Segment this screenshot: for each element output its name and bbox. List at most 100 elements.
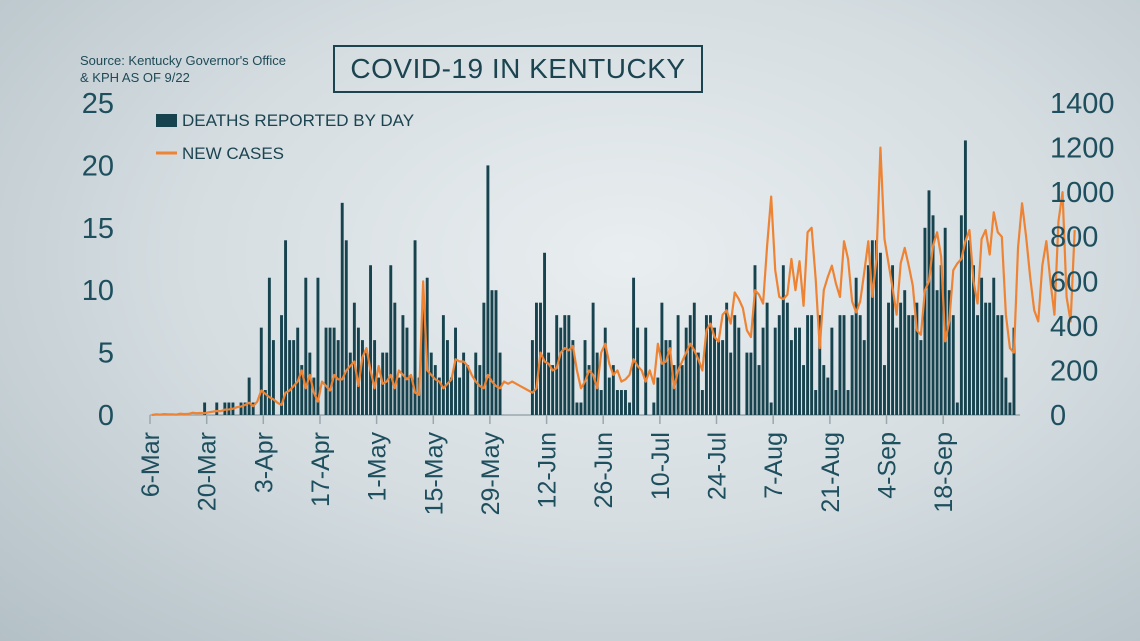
deaths-bar [1004, 377, 1008, 415]
deaths-bar [624, 390, 627, 415]
deaths-bar [895, 327, 899, 415]
x-tick-label: 4-Sep [874, 432, 902, 499]
deaths-bar [478, 365, 482, 415]
deaths-bar [866, 265, 870, 415]
deaths-bar [636, 327, 640, 415]
deaths-bar [300, 365, 304, 415]
deaths-bar [421, 302, 425, 415]
deaths-bar [931, 215, 935, 415]
deaths-bar [361, 340, 364, 415]
source-note: Source: Kentucky Governor's Office & KPH… [80, 52, 330, 86]
deaths-bar [563, 315, 567, 415]
deaths-bar [332, 327, 336, 415]
deaths-bar [441, 315, 445, 415]
right-tick-label: 800 [1050, 222, 1098, 254]
x-tick-label: 10-Jul [647, 432, 675, 500]
deaths-bar [874, 240, 878, 415]
x-tick-label: 20-Mar [194, 432, 222, 511]
deaths-bars [203, 140, 1016, 415]
deaths-bar [688, 315, 692, 415]
left-tick-label: 25 [82, 88, 114, 120]
x-tick-label: 21-Aug [817, 432, 845, 513]
right-tick-label: 200 [1050, 355, 1098, 387]
right-tick-label: 400 [1050, 311, 1098, 343]
deaths-bar [203, 402, 207, 415]
deaths-bar [858, 315, 862, 415]
deaths-bar [615, 390, 619, 415]
deaths-bar [870, 240, 874, 415]
x-tick-label: 24-Jul [704, 432, 732, 500]
deaths-bar [717, 340, 721, 415]
left-tick-label: 15 [82, 213, 114, 245]
deaths-bar [259, 327, 263, 415]
legend-label-deaths: DEATHS REPORTED BY DAY [182, 111, 414, 130]
deaths-bar [963, 140, 967, 415]
deaths-bar [680, 365, 684, 415]
deaths-bar [838, 315, 842, 415]
deaths-bar [490, 290, 494, 415]
deaths-bar [607, 377, 611, 415]
deaths-bar [664, 340, 668, 415]
deaths-bar [955, 402, 959, 415]
deaths-bar [903, 290, 907, 415]
deaths-bar [583, 340, 587, 415]
deaths-bar [911, 315, 915, 415]
deaths-bar [802, 365, 805, 415]
deaths-bar [591, 302, 595, 415]
deaths-bar [628, 402, 631, 415]
deaths-bar [587, 365, 591, 415]
deaths-bar [883, 365, 886, 415]
deaths-bar [789, 340, 793, 415]
deaths-bar [959, 215, 963, 415]
deaths-bar [725, 302, 729, 415]
deaths-bar [644, 327, 648, 415]
deaths-bar [389, 265, 393, 415]
deaths-bar [474, 352, 478, 415]
left-tick-label: 10 [82, 275, 114, 307]
right-tick-label: 1400 [1050, 88, 1115, 120]
source-line-2: & KPH AS OF 9/22 [80, 70, 190, 85]
deaths-bar [466, 365, 470, 415]
legend-label-cases: NEW CASES [182, 144, 284, 163]
deaths-bar [951, 315, 955, 415]
deaths-bar [830, 327, 834, 415]
deaths-bar [939, 265, 943, 415]
cases-line [151, 146, 1076, 417]
deaths-bar [288, 340, 292, 415]
deaths-bar [806, 315, 810, 415]
deaths-bar [749, 352, 753, 415]
deaths-bar [656, 377, 660, 415]
deaths-bar [765, 302, 769, 415]
deaths-bar [846, 390, 850, 415]
deaths-bar [972, 265, 975, 415]
legend: DEATHS REPORTED BY DAY NEW CASES [156, 111, 414, 163]
deaths-bar [988, 302, 992, 415]
deaths-bar [567, 315, 571, 415]
legend-swatch-deaths [156, 114, 177, 127]
deaths-bar [769, 402, 773, 415]
deaths-bar [603, 327, 607, 415]
deaths-bar [433, 365, 437, 415]
deaths-bar [385, 352, 389, 415]
left-tick-label: 20 [82, 150, 114, 182]
deaths-bar [733, 315, 737, 415]
deaths-bar [935, 290, 939, 415]
deaths-bar [968, 240, 971, 415]
deaths-bar [352, 302, 356, 415]
deaths-bar [312, 377, 316, 415]
x-tick-label: 26-Jun [590, 432, 618, 508]
deaths-bar [672, 365, 676, 415]
deaths-bar [356, 327, 360, 415]
deaths-bar [700, 390, 704, 415]
deaths-bar [284, 240, 288, 415]
source-line-1: Source: Kentucky Governor's Office [80, 53, 287, 68]
deaths-bar [704, 315, 708, 415]
deaths-bar [834, 390, 838, 415]
right-tick-label: 1200 [1050, 133, 1115, 165]
deaths-bar [891, 265, 895, 415]
deaths-bar [267, 277, 271, 415]
deaths-bar [619, 390, 623, 415]
deaths-bar [842, 315, 846, 415]
deaths-bar [328, 327, 332, 415]
